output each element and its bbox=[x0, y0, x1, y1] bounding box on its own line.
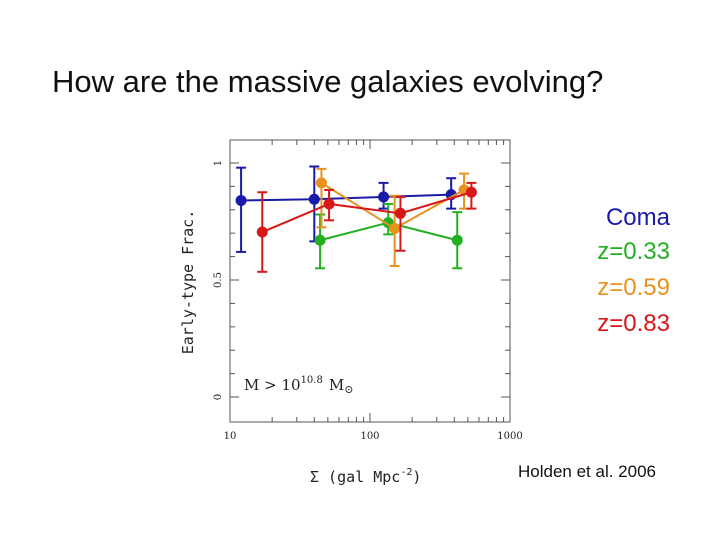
y-axis-label: Early-type Frac. bbox=[179, 210, 197, 355]
legend-z083: z=0.83 bbox=[597, 310, 670, 337]
x-axis-label: Σ (gal Mpc-2) bbox=[310, 467, 421, 486]
x-axis-label-text: Σ (gal Mpc bbox=[310, 468, 400, 486]
x-tick-label: 1000 bbox=[497, 431, 522, 442]
series-line bbox=[241, 193, 452, 202]
data-point bbox=[323, 198, 335, 210]
data-point bbox=[394, 207, 406, 219]
y-tick-label: 0.5 bbox=[213, 272, 224, 288]
data-point bbox=[235, 194, 247, 206]
slide-title: How are the massive galaxies evolving? bbox=[52, 64, 604, 99]
y-tick-label: 1 bbox=[213, 160, 224, 166]
mass-cut-sun-symbol: ⊙ bbox=[344, 383, 353, 396]
citation: Holden et al. 2006 bbox=[518, 462, 656, 481]
axis-ticks: 0 0.5 1 10 100 1000 bbox=[213, 140, 523, 442]
mass-cut-annotation: M > 1010.8 M⊙ bbox=[244, 375, 353, 396]
mass-cut-unit: M bbox=[329, 376, 344, 394]
series-coma bbox=[235, 165, 457, 253]
data-point bbox=[389, 223, 401, 235]
mass-cut-exponent: 10.8 bbox=[301, 375, 323, 386]
data-point bbox=[308, 193, 320, 205]
y-tick-label: 0 bbox=[213, 394, 224, 400]
x-tick-label: 10 bbox=[224, 431, 237, 442]
x-axis-label-close: ) bbox=[412, 468, 421, 486]
x-tick-label: 100 bbox=[360, 431, 379, 442]
series-line bbox=[261, 191, 472, 233]
series-z-0-59 bbox=[315, 167, 470, 267]
series-z-0-83 bbox=[256, 181, 477, 273]
legend-coma: Coma bbox=[605, 204, 670, 231]
data-point bbox=[314, 234, 326, 246]
data-point bbox=[451, 234, 463, 246]
data-point bbox=[378, 191, 390, 203]
data-point bbox=[256, 226, 268, 238]
data-series bbox=[235, 165, 477, 273]
mass-cut-prefix: M > 10 bbox=[244, 376, 301, 394]
data-point bbox=[315, 177, 327, 189]
legend-z059: z=0.59 bbox=[597, 274, 670, 301]
data-point bbox=[465, 186, 477, 198]
legend-z033: z=0.33 bbox=[597, 238, 670, 265]
x-axis-label-exponent: -2 bbox=[400, 467, 412, 478]
series-z-0-33 bbox=[314, 202, 463, 270]
